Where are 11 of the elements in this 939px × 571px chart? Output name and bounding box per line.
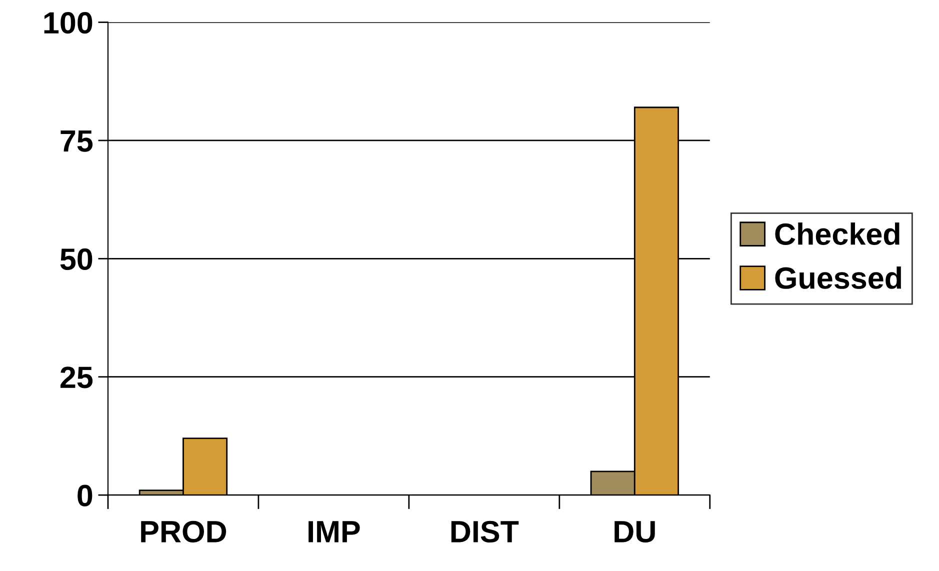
x-tick-label: IMP [308,521,360,542]
y-tick-label: 50 [60,248,92,270]
x-tick-label: DIST [451,520,519,542]
x-tick-label: DU [614,521,655,542]
x-tick-label: PROD [141,520,226,542]
legend-label: Guessed [775,266,902,289]
y-tick-label: 25 [60,366,93,388]
y-tick-label: 75 [60,130,93,152]
y-tick-label: 0 [78,484,92,506]
y-tick-label: 100 [44,12,92,34]
legend-label: Checked [775,222,900,245]
